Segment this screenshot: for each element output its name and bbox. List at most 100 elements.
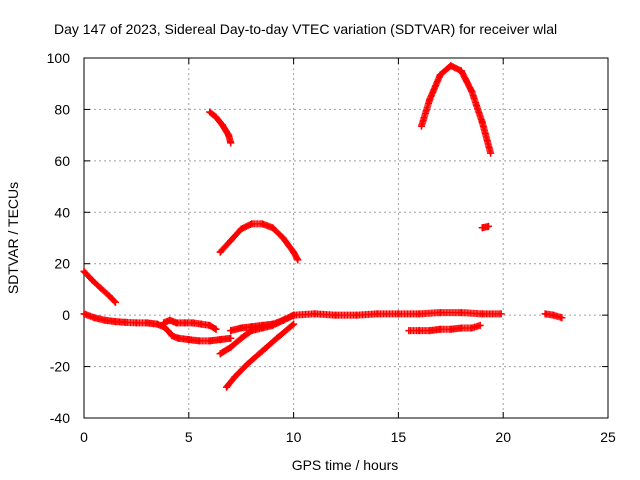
data-point bbox=[258, 321, 266, 329]
data-point bbox=[97, 284, 105, 292]
data-point bbox=[185, 336, 193, 344]
data-point bbox=[248, 323, 256, 331]
y-tick-label: 40 bbox=[54, 204, 70, 220]
data-point bbox=[352, 311, 360, 319]
data-point bbox=[436, 71, 444, 79]
data-point bbox=[541, 310, 549, 318]
x-tick-label: 25 bbox=[600, 429, 616, 445]
y-tick-label: -20 bbox=[50, 359, 70, 375]
data-point bbox=[172, 319, 180, 327]
data-point bbox=[88, 276, 96, 284]
data-point bbox=[269, 224, 277, 232]
data-point bbox=[269, 320, 277, 328]
data-point bbox=[487, 149, 495, 157]
data-point bbox=[227, 237, 235, 245]
series-track-7 bbox=[223, 320, 298, 391]
data-point bbox=[447, 62, 455, 70]
data-point bbox=[189, 319, 197, 327]
data-point bbox=[332, 311, 340, 319]
data-point bbox=[90, 314, 98, 322]
data-point bbox=[223, 383, 231, 391]
data-point bbox=[237, 225, 245, 233]
data-point bbox=[311, 310, 319, 318]
axis-ticks: 0 5 10 15 20 25 -40 -20 0 20 40 60 80 100 bbox=[47, 50, 616, 445]
data-point bbox=[417, 122, 425, 130]
data-point bbox=[447, 325, 455, 333]
data-point bbox=[206, 108, 214, 116]
data-point bbox=[216, 350, 224, 358]
data-point bbox=[290, 311, 298, 319]
data-point bbox=[206, 321, 214, 329]
data-point bbox=[258, 347, 266, 355]
x-tick-label: 15 bbox=[391, 429, 407, 445]
data-point bbox=[212, 325, 220, 333]
series-track-2 bbox=[80, 310, 235, 345]
data-point bbox=[227, 139, 235, 147]
data-point bbox=[218, 121, 226, 129]
data-point bbox=[290, 320, 298, 328]
data-point bbox=[248, 220, 256, 228]
data-point bbox=[143, 319, 151, 327]
series-track-3 bbox=[160, 316, 220, 333]
data-point bbox=[216, 336, 224, 344]
data-point bbox=[227, 343, 235, 351]
data-point bbox=[550, 311, 558, 319]
data-point bbox=[166, 316, 174, 324]
y-tick-label: -40 bbox=[50, 410, 70, 426]
data-point bbox=[195, 337, 203, 345]
data-point bbox=[122, 318, 130, 326]
data-point bbox=[273, 334, 281, 342]
series-track-5 bbox=[216, 220, 302, 264]
series-track-9 bbox=[405, 321, 484, 335]
data-point bbox=[101, 316, 109, 324]
data-point bbox=[294, 256, 302, 264]
data-point bbox=[132, 319, 140, 327]
series-track-8 bbox=[227, 311, 298, 335]
data-point bbox=[478, 224, 486, 232]
data-point bbox=[237, 334, 245, 342]
series-track-11 bbox=[478, 222, 493, 232]
data-point bbox=[227, 327, 235, 335]
data-point bbox=[216, 248, 224, 256]
y-tick-label: 60 bbox=[54, 153, 70, 169]
data-point bbox=[111, 298, 119, 306]
data-point bbox=[225, 131, 233, 139]
data-point bbox=[80, 310, 88, 318]
series-track-12 bbox=[541, 310, 566, 322]
data-series bbox=[80, 62, 566, 391]
data-point bbox=[415, 310, 423, 318]
y-tick-label: 100 bbox=[47, 50, 71, 66]
data-point bbox=[476, 321, 484, 329]
x-tick-label: 20 bbox=[495, 429, 511, 445]
data-point bbox=[105, 292, 113, 300]
data-point bbox=[436, 309, 444, 317]
data-point bbox=[478, 310, 486, 318]
data-point bbox=[290, 248, 298, 256]
data-point bbox=[426, 95, 434, 103]
data-point bbox=[227, 334, 235, 342]
data-point bbox=[457, 67, 465, 75]
data-point bbox=[258, 220, 266, 228]
x-axis-label: GPS time / hours bbox=[292, 457, 399, 473]
series-track-4 bbox=[206, 108, 235, 147]
plot-frame bbox=[83, 57, 609, 419]
y-tick-label: 20 bbox=[54, 256, 70, 272]
data-point bbox=[237, 324, 245, 332]
data-point bbox=[164, 327, 172, 335]
data-point bbox=[394, 310, 402, 318]
data-point bbox=[373, 310, 381, 318]
data-point bbox=[478, 118, 486, 126]
data-point bbox=[279, 234, 287, 242]
data-point bbox=[212, 113, 220, 121]
data-point bbox=[436, 325, 444, 333]
series-track-1 bbox=[80, 267, 119, 306]
data-point bbox=[160, 319, 168, 327]
data-point bbox=[485, 222, 493, 230]
data-point bbox=[206, 337, 214, 345]
data-point bbox=[457, 324, 465, 332]
data-point bbox=[468, 87, 476, 95]
data-point bbox=[457, 309, 465, 317]
data-point bbox=[197, 320, 205, 328]
